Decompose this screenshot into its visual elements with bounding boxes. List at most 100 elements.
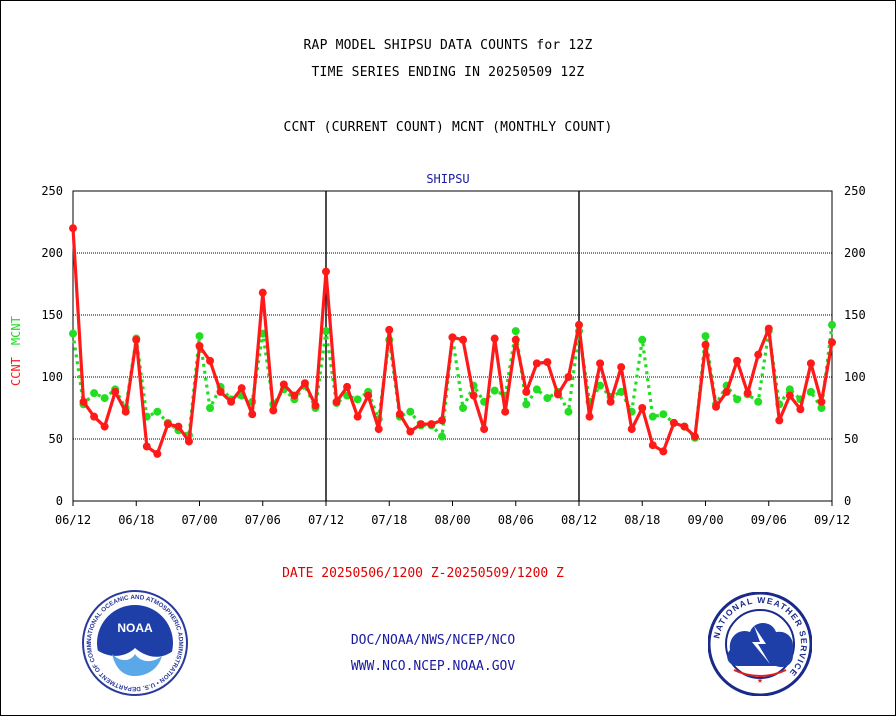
x-tick-label: 07/12 <box>308 513 344 527</box>
data-point-mcnt <box>596 381 605 390</box>
x-tick-label: 06/18 <box>118 513 154 527</box>
data-point-mcnt <box>100 394 109 403</box>
x-tick-label: 08/12 <box>561 513 597 527</box>
y-tick-label-right: 50 <box>844 432 858 446</box>
y-tick-label-left: 200 <box>41 246 63 260</box>
data-point-ccnt <box>828 338 836 347</box>
data-point-mcnt <box>564 407 573 416</box>
data-point-ccnt <box>712 402 721 411</box>
data-point-ccnt <box>501 407 510 416</box>
data-point-ccnt <box>121 407 130 416</box>
data-point-ccnt <box>480 425 489 434</box>
x-tick-label: 08/18 <box>624 513 660 527</box>
data-point-ccnt <box>132 335 141 344</box>
plot-title: SHIPSU <box>426 172 470 186</box>
legend-note: CCNT (CURRENT COUNT) MCNT (MONTHLY COUNT… <box>283 120 613 135</box>
data-point-ccnt <box>100 422 109 431</box>
y-tick-label-right: 150 <box>844 308 866 322</box>
x-tick-label: 07/06 <box>245 513 281 527</box>
data-point-mcnt <box>701 332 710 341</box>
data-point-ccnt <box>606 397 615 406</box>
data-point-ccnt <box>206 356 215 365</box>
data-point-mcnt <box>733 395 742 404</box>
x-tick-label: 07/00 <box>181 513 217 527</box>
data-point-ccnt <box>648 441 657 450</box>
data-point-ccnt <box>290 391 299 400</box>
data-point-ccnt <box>437 416 446 425</box>
data-point-ccnt <box>311 401 320 410</box>
data-point-ccnt <box>722 387 731 396</box>
data-point-ccnt <box>427 420 436 429</box>
data-point-mcnt <box>206 404 215 412</box>
data-point-ccnt <box>258 288 267 297</box>
data-point-ccnt <box>659 447 668 456</box>
data-point-mcnt <box>659 410 668 419</box>
data-point-ccnt <box>385 325 394 334</box>
data-point-ccnt <box>806 359 815 368</box>
data-point-ccnt <box>469 391 478 400</box>
data-point-ccnt <box>543 358 552 367</box>
y-axis-label-ccnt: CCNT <box>9 357 23 386</box>
data-point-ccnt <box>522 387 531 396</box>
data-point-ccnt <box>669 418 678 427</box>
y-tick-label-right: 250 <box>844 184 866 198</box>
y-axis-label: CCNT MCNT <box>9 316 23 386</box>
data-point-ccnt <box>237 384 246 393</box>
data-point-mcnt <box>195 332 204 341</box>
data-point-mcnt <box>543 394 552 403</box>
data-point-ccnt <box>638 404 647 412</box>
data-point-ccnt <box>754 350 763 359</box>
data-point-ccnt <box>195 342 204 350</box>
data-point-mcnt <box>638 335 647 344</box>
noaa-logo: NOAA NATIONAL OCEANIC AND ATMOSPHERIC AD… <box>82 590 188 696</box>
data-point-mcnt <box>437 432 446 441</box>
data-point-ccnt <box>69 224 77 233</box>
data-point-mcnt <box>511 327 520 336</box>
x-tick-label: 09/00 <box>687 513 723 527</box>
data-point-mcnt <box>322 327 330 336</box>
data-point-ccnt <box>511 335 520 344</box>
data-point-mcnt <box>90 389 99 398</box>
data-point-ccnt <box>111 387 120 396</box>
chart-subtitle: TIME SERIES ENDING IN 20250509 12Z <box>311 65 585 80</box>
y-tick-label-right: 100 <box>844 370 866 384</box>
noaa-logo-text: NOAA <box>117 621 153 635</box>
data-point-ccnt <box>553 390 562 399</box>
data-point-ccnt <box>353 412 362 421</box>
data-point-ccnt <box>153 449 162 458</box>
x-tick-label: 06/12 <box>55 513 91 527</box>
data-point-ccnt <box>690 432 699 441</box>
y-axis-label-mcnt: MCNT <box>9 316 23 345</box>
data-point-mcnt <box>828 320 836 329</box>
data-point-ccnt <box>575 320 583 329</box>
data-point-mcnt <box>648 412 657 421</box>
data-point-ccnt <box>796 405 805 414</box>
data-point-ccnt <box>585 412 594 421</box>
data-point-mcnt <box>153 407 162 416</box>
data-point-mcnt <box>817 404 826 412</box>
data-point-mcnt <box>754 397 763 406</box>
data-point-mcnt <box>69 329 77 338</box>
data-point-ccnt <box>300 379 309 388</box>
data-point-ccnt <box>163 420 172 429</box>
data-point-ccnt <box>564 373 573 381</box>
data-point-ccnt <box>764 324 773 333</box>
data-point-ccnt <box>332 397 341 406</box>
data-point-ccnt <box>406 427 415 436</box>
y-tick-label-left: 150 <box>41 308 63 322</box>
data-point-ccnt <box>216 387 225 396</box>
data-point-mcnt <box>406 407 415 416</box>
data-point-mcnt <box>522 400 531 409</box>
data-point-ccnt <box>733 356 742 365</box>
x-tick-label: 08/06 <box>498 513 534 527</box>
data-point-ccnt <box>142 442 151 451</box>
data-point-ccnt <box>785 391 794 400</box>
y-tick-label-left: 50 <box>49 432 63 446</box>
data-point-ccnt <box>701 340 710 349</box>
data-point-ccnt <box>269 406 278 415</box>
x-tick-label: 08/00 <box>434 513 470 527</box>
data-point-ccnt <box>364 391 373 400</box>
y-tick-label-right: 200 <box>844 246 866 260</box>
data-point-mcnt <box>785 385 794 394</box>
star-icon: ★ <box>757 675 763 686</box>
